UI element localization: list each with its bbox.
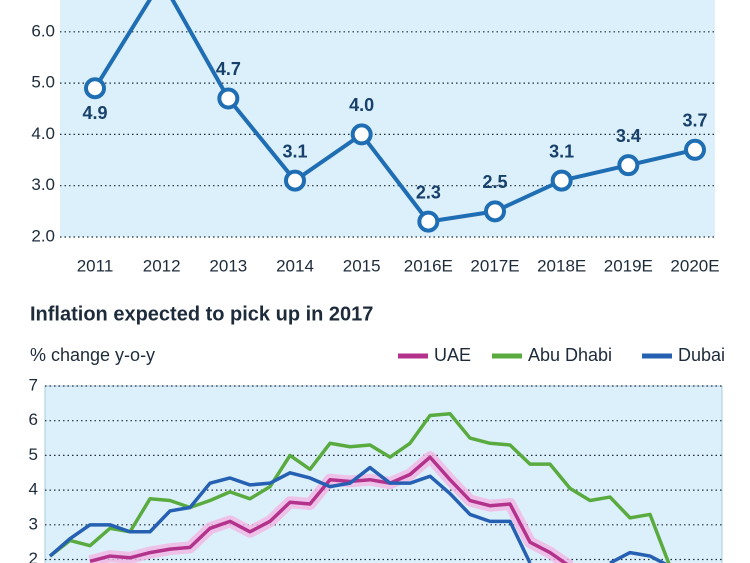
- value-label: 2.5: [482, 172, 507, 192]
- legend-label: UAE: [434, 345, 471, 365]
- chart-title: Inflation expected to pick up in 2017: [30, 303, 373, 325]
- value-label: 3.1: [282, 141, 307, 161]
- point: [417, 210, 440, 233]
- value-label: 3.4: [616, 126, 641, 146]
- y-tick-label: 4: [29, 480, 38, 499]
- x-tick-label: 2016E: [404, 256, 453, 275]
- legend-label: Dubai: [678, 345, 725, 365]
- y-tick-label: 3.0: [31, 175, 55, 194]
- value-label: 3.1: [549, 141, 574, 161]
- point: [350, 123, 373, 146]
- y-tick-label: 5: [29, 445, 38, 464]
- point: [684, 138, 706, 161]
- point: [617, 154, 640, 177]
- y-tick-label: 4.0: [31, 124, 55, 143]
- point: [484, 200, 506, 223]
- series-line: [89, 455, 569, 563]
- y-tick-label: 3: [29, 514, 38, 533]
- x-tick-label: 2011: [77, 256, 114, 275]
- x-tick-label: 2013: [209, 256, 247, 275]
- x-tick-label: 2018E: [537, 256, 586, 275]
- x-tick-label: 2014: [276, 256, 314, 275]
- y-tick-label: 2.0: [31, 226, 55, 245]
- point: [284, 169, 306, 192]
- value-label: 3.7: [682, 111, 707, 131]
- value-label: 4.7: [216, 59, 241, 79]
- point: [217, 87, 240, 110]
- plot: [84, 0, 706, 233]
- plot: [50, 414, 710, 563]
- y-tick-label: 7: [29, 375, 38, 394]
- chart-subtitle: % change y-o-y: [30, 345, 155, 365]
- y-tick-label: 6.0: [31, 21, 55, 40]
- legend-label: Abu Dhabi: [528, 345, 612, 365]
- plot-area: [60, 0, 715, 237]
- x-tick-label: 2019E: [604, 256, 653, 275]
- value-label: 2.3: [416, 182, 441, 202]
- point: [84, 77, 106, 100]
- plot-area: [44, 385, 723, 563]
- y-tick-label: 2: [29, 549, 38, 563]
- x-tick-label: 2015: [343, 256, 381, 275]
- x-tick-label: 2020E: [670, 256, 719, 275]
- x-tick-label: 2012: [143, 256, 181, 275]
- y-tick-label: 5.0: [31, 73, 55, 92]
- value-label: 4.9: [82, 103, 107, 123]
- series-line: [93, 0, 696, 224]
- value-label: 4.0: [349, 95, 374, 115]
- series-line: [48, 465, 668, 563]
- x-tick-label: 2017E: [470, 256, 519, 275]
- y-tick-label: 6: [29, 410, 38, 429]
- point: [550, 169, 573, 192]
